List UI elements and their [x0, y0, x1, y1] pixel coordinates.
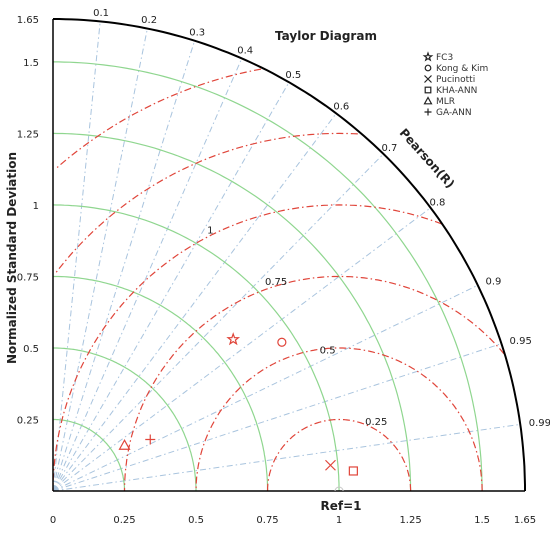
legend-label-ga-ann: GA-ANN	[436, 108, 472, 118]
legend-marker-ga-ann	[424, 108, 432, 116]
point-pucinotti	[325, 459, 336, 471]
correlation-line-0	[52, 21, 101, 492]
rmsd-arc-1	[195, 347, 483, 491]
correlation-tick-label: 0.3	[189, 28, 205, 39]
point-kha-ann	[348, 466, 358, 476]
y-tick-label: 1.25	[17, 129, 39, 140]
correlation-tick-label: 0.6	[333, 102, 349, 113]
correlation-axis-title: Pearson(R)	[397, 126, 458, 191]
correlation-tick-label: 0.8	[430, 198, 446, 209]
std-arc-4	[52, 132, 412, 492]
rmsd-arc-5	[55, 68, 262, 169]
correlation-tick-label: 0.1	[93, 8, 109, 19]
point-mlr	[118, 438, 131, 450]
rmsd-arc-0	[266, 418, 412, 492]
outer-arc	[53, 18, 526, 491]
point-ga-ann	[145, 434, 156, 445]
correlation-tick-label: 0.2	[141, 15, 157, 26]
x-tick-label: 0.25	[113, 515, 135, 526]
rmsd-tick-label: 0.5	[320, 346, 336, 357]
x-tick-label: 0	[50, 515, 56, 526]
legend-label-kha-ann: KHA-ANN	[436, 86, 477, 96]
legend-label-mlr: MLR	[436, 97, 455, 107]
std-dev-grid	[52, 61, 483, 492]
x-tick-label: 0.75	[256, 515, 278, 526]
correlation-line-4	[52, 81, 290, 492]
correlation-line-1	[52, 28, 148, 492]
y-tick-label: 1.5	[23, 58, 39, 69]
rmsd-arc-3	[52, 204, 442, 491]
x-tick-label: 1	[336, 515, 342, 526]
point-fc3	[226, 332, 241, 346]
std-arc-2	[53, 275, 269, 491]
y-tick-label: 1.65	[17, 15, 39, 26]
legend-marker-fc3	[422, 51, 434, 62]
point-kong-kim	[277, 337, 287, 347]
correlation-tick-label: 0.7	[381, 143, 397, 154]
correlation-tick-label: 0.95	[510, 336, 532, 347]
legend-label-fc3: FC3	[436, 53, 453, 63]
correlation-line-10	[52, 423, 521, 492]
model-points	[118, 332, 358, 476]
chart-title: Taylor Diagram	[275, 29, 377, 43]
y-tick-label: 1	[33, 201, 39, 212]
rmsd-arc-4	[54, 132, 358, 274]
y-tick-label: 0.75	[17, 272, 39, 283]
correlation-tick-label: 0.9	[486, 277, 502, 288]
legend-label-pucinotti: Pucinotti	[436, 75, 475, 85]
legend-label-kong-kim: Kong & Kim	[436, 64, 488, 74]
correlation-tick-label: 0.4	[237, 46, 253, 57]
x-axis-title: Ref=1	[320, 499, 361, 513]
correlation-line-2	[52, 40, 196, 492]
rmsd-grid	[52, 68, 505, 492]
legend-marker-kong-kim	[424, 64, 432, 72]
correlation-tick-label: 0.99	[529, 418, 550, 429]
correlation-line-8	[52, 284, 479, 492]
std-arc-5	[53, 61, 483, 491]
x-tick-label: 1.65	[514, 515, 536, 526]
rmsd-arc-2	[123, 275, 505, 491]
y-tick-label: 0.5	[23, 344, 39, 355]
tick-labels: 0.1 0.2 0.3 0.4 0.5 0.6 0.7 0.8 0.9 0.95 0.99 0 0.25…	[17, 8, 550, 526]
x-tick-label: 1.5	[474, 515, 490, 526]
legend-marker-kha-ann	[424, 86, 432, 94]
rmsd-tick-label: 0.75	[265, 277, 287, 288]
rmsd-tick-label: 1	[207, 226, 213, 237]
reference-marker	[334, 486, 344, 492]
correlation-grid	[52, 21, 521, 492]
legend-marker-pucinotti	[424, 75, 432, 83]
correlation-line-3	[52, 58, 243, 492]
y-tick-label: 0.25	[17, 415, 39, 426]
legend-marker-mlr	[423, 96, 433, 105]
x-tick-label: 1.25	[399, 515, 421, 526]
correlation-tick-label: 0.5	[285, 70, 301, 81]
correlation-line-7	[52, 207, 431, 492]
correlation-line-6	[52, 153, 384, 492]
correlation-line-9	[52, 343, 502, 492]
std-arc-1	[53, 347, 197, 491]
std-arc-0	[53, 418, 126, 491]
correlation-line-5	[52, 113, 337, 492]
diagram-frame	[52, 18, 526, 492]
std-arc-3	[52, 204, 340, 492]
y-axis-title: Normalized Standard Deviation	[5, 152, 19, 364]
x-tick-label: 0.5	[188, 515, 204, 526]
rmsd-tick-label: 0.25	[365, 417, 387, 428]
